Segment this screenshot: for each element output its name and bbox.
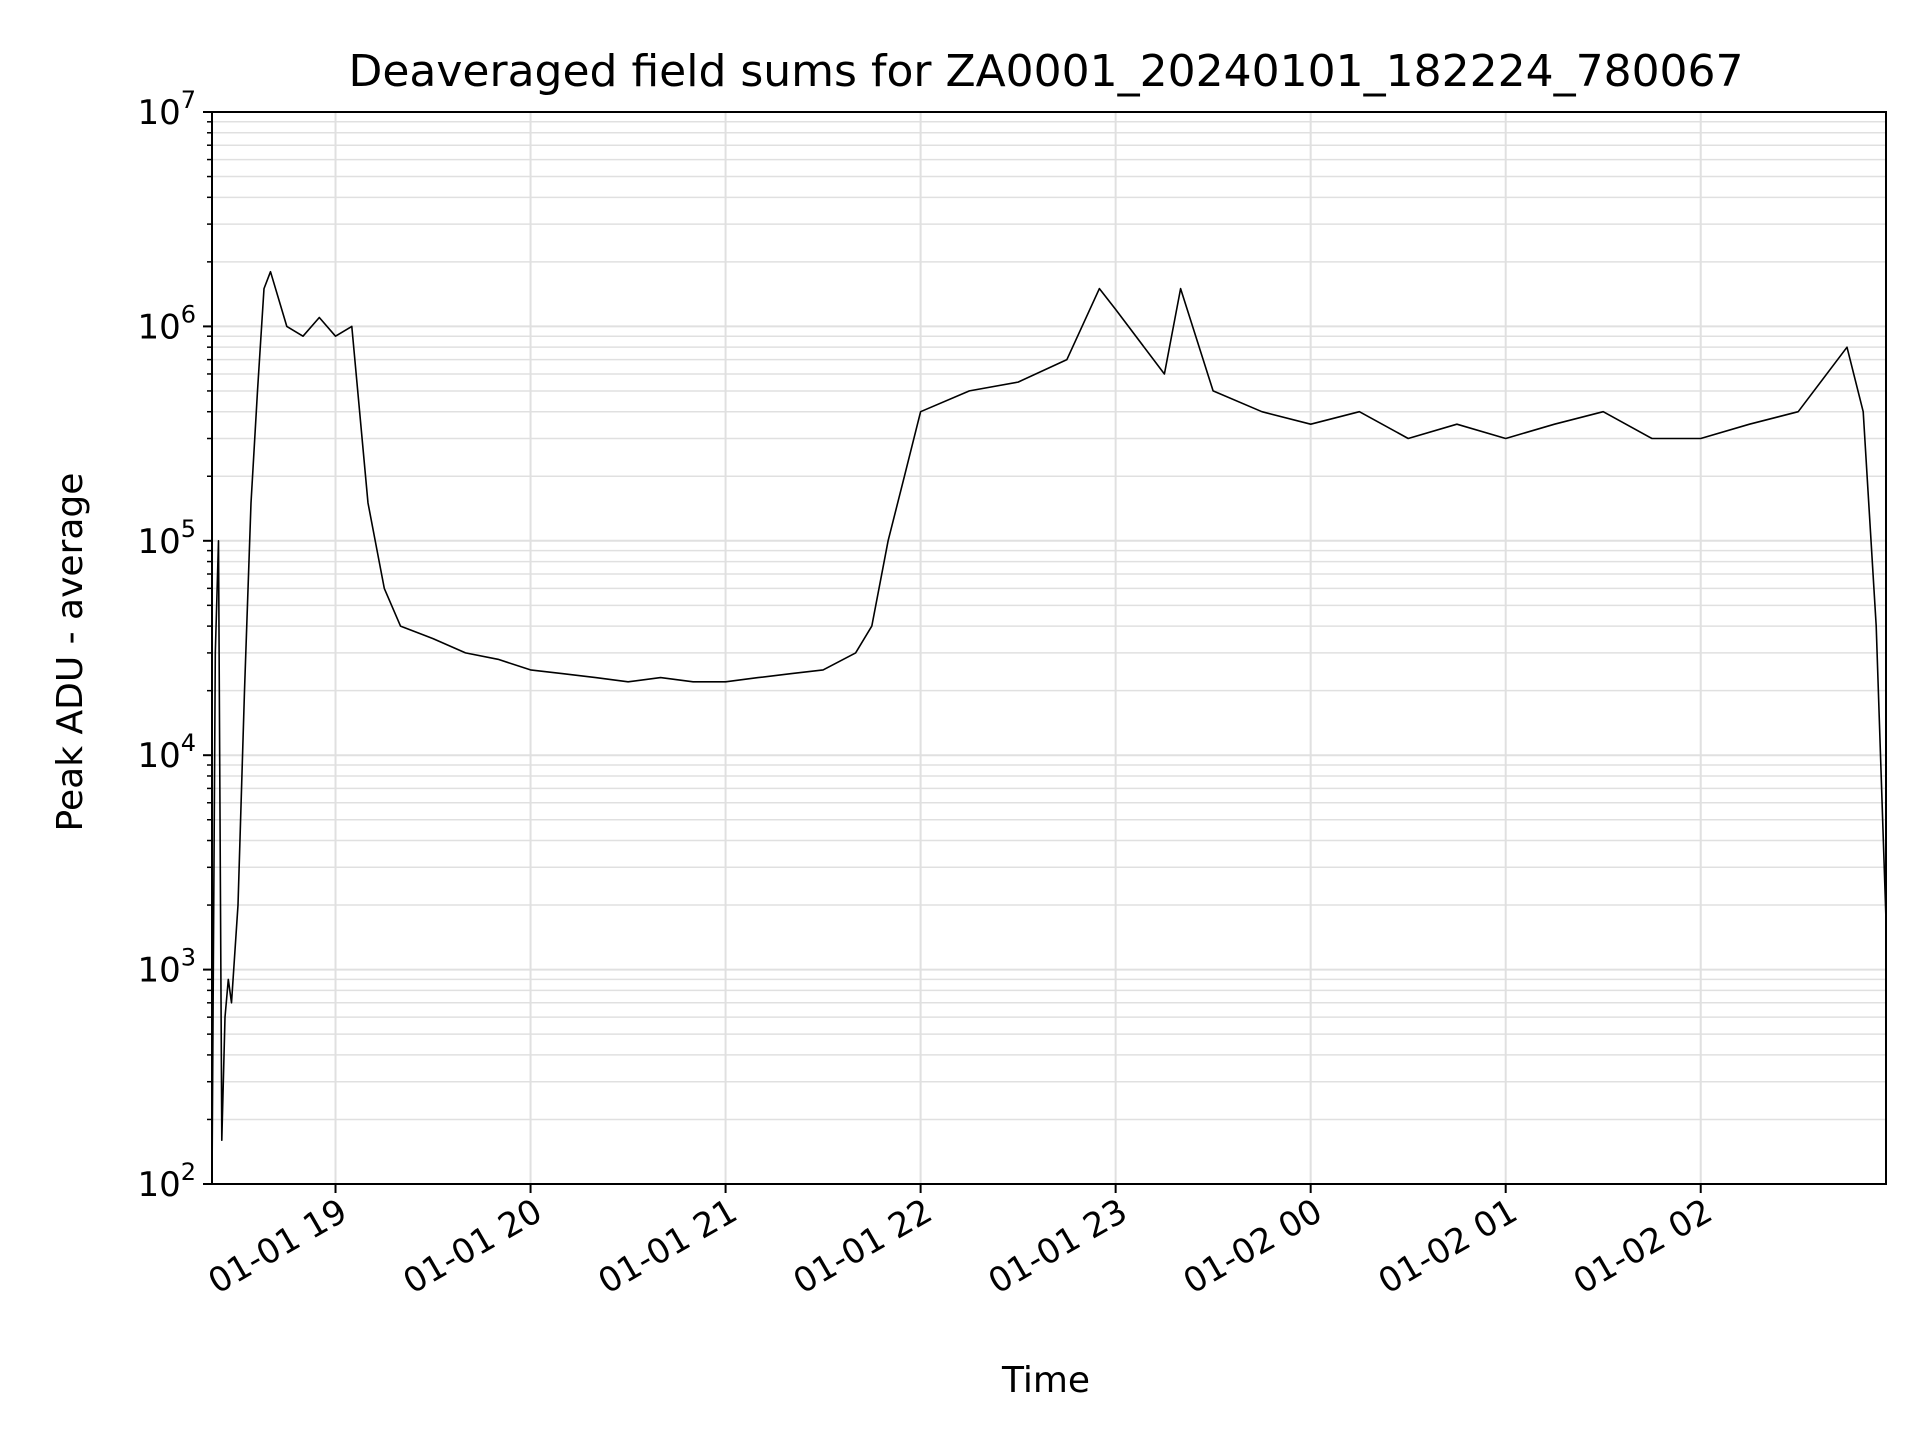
y-tick-label: 104 bbox=[137, 729, 196, 776]
y-tick-label: 103 bbox=[137, 944, 196, 991]
plot-area bbox=[211, 270, 1887, 1185]
y-tick-label: 107 bbox=[137, 86, 196, 133]
x-tick-label: 01-01 21 bbox=[592, 1191, 744, 1302]
y-axis-label: Peak ADU - average bbox=[50, 473, 91, 832]
x-tick-label: 01-02 00 bbox=[1177, 1191, 1329, 1302]
y-tick-label: 102 bbox=[137, 1158, 196, 1205]
x-axis: 01-01 19 01-01 20 01-01 21 01-01 22 01-01 23… bbox=[202, 1184, 1719, 1302]
grid bbox=[212, 111, 1886, 1185]
plot-frame bbox=[211, 111, 1887, 1185]
series-line-0 bbox=[211, 270, 1887, 1185]
chart-title: Deaveraged field sums for ZA0001_2024010… bbox=[348, 46, 1743, 97]
y-tick-label: 106 bbox=[137, 300, 196, 347]
x-axis-label: Time bbox=[1001, 1360, 1090, 1401]
x-tick-label: 01-01 22 bbox=[787, 1191, 939, 1302]
x-tick-label: 01-02 02 bbox=[1567, 1191, 1719, 1302]
x-tick-label: 01-01 23 bbox=[982, 1191, 1134, 1302]
x-tick-label: 01-01 20 bbox=[397, 1191, 549, 1302]
y-tick-label: 105 bbox=[137, 515, 196, 562]
x-tick-label: 01-01 19 bbox=[202, 1191, 354, 1302]
x-tick-label: 01-02 01 bbox=[1372, 1191, 1524, 1302]
y-axis: 102 103 104 105 106 107 bbox=[137, 86, 212, 1205]
